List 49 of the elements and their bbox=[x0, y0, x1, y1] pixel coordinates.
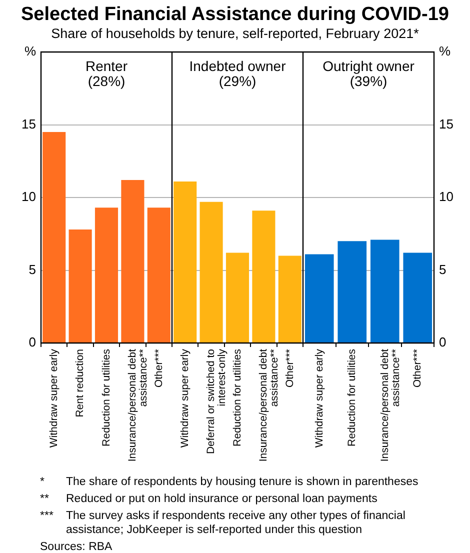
bar bbox=[94, 208, 118, 342]
y-tick-label: 15 bbox=[22, 116, 36, 132]
chart-title: Indebted owner bbox=[189, 58, 286, 74]
text: (39%) bbox=[350, 72, 388, 89]
bar bbox=[174, 181, 197, 342]
text: *** The survey asks if respondents receive any other types of financial assistance; JobKeeper is self-reported under this question bbox=[40, 509, 406, 537]
bar bbox=[403, 252, 432, 342]
bar bbox=[147, 208, 170, 342]
bar bbox=[121, 180, 144, 342]
chart-title: Outright owner bbox=[322, 58, 415, 74]
text: Share of households by tenure, self-reported, February 2021* bbox=[50, 26, 420, 41]
x-tick-label: Withdraw super early bbox=[178, 348, 191, 448]
text: (28%) bbox=[88, 72, 126, 89]
text: ** Reduced or put on hold insurance or personal loan payments bbox=[40, 493, 378, 505]
bar bbox=[200, 202, 223, 342]
x-tick-label: Rent reduction bbox=[74, 348, 86, 418]
bar bbox=[252, 210, 276, 342]
y-tick-label: 0 bbox=[28, 334, 36, 350]
bar bbox=[370, 240, 400, 342]
x-tick-label: Reduction for utilities bbox=[100, 349, 112, 446]
y2-tick-label: % bbox=[439, 44, 451, 59]
x-tick-label: Other*** bbox=[412, 349, 424, 388]
x-tick-label: Other*** bbox=[152, 349, 165, 388]
y-tick-label: 10 bbox=[22, 189, 36, 204]
text: (29%) bbox=[218, 72, 256, 89]
x-tick-label: Deferral or switched to interest-only bbox=[205, 348, 228, 454]
bar bbox=[226, 252, 250, 342]
x-tick-label: Withdraw super early bbox=[313, 348, 326, 448]
y2-tick-label: 10 bbox=[439, 189, 454, 204]
x-tick-label: Withdraw super early bbox=[48, 348, 60, 448]
y2-tick-label: 15 bbox=[439, 116, 454, 132]
x-tick-label: Insurance/personal debt assistance** bbox=[378, 348, 402, 462]
bar bbox=[338, 241, 367, 342]
x-tick-label: Insurance/personal debt assistance** bbox=[126, 348, 150, 462]
x-tick-label: Reduction for utilities bbox=[346, 349, 358, 446]
y2-tick-label: 5 bbox=[439, 262, 446, 277]
chart-title: Renter bbox=[85, 58, 128, 74]
y2-tick-label: 0 bbox=[439, 334, 446, 350]
x-tick-label: Reduction for utilities bbox=[231, 349, 244, 446]
y-tick-label: % bbox=[24, 44, 36, 59]
y-tick-label: 5 bbox=[28, 262, 36, 277]
text: Selected Financial Assistance during COVID-19 bbox=[20, 3, 450, 26]
bar bbox=[304, 254, 334, 342]
source-note: Sources: RBA bbox=[40, 540, 114, 553]
bar bbox=[68, 230, 92, 342]
bar bbox=[42, 132, 66, 342]
x-tick-label: Other*** bbox=[284, 349, 296, 388]
bar bbox=[278, 256, 302, 342]
text: * The share of respondents by housing tenure is shown in parentheses bbox=[40, 476, 418, 488]
